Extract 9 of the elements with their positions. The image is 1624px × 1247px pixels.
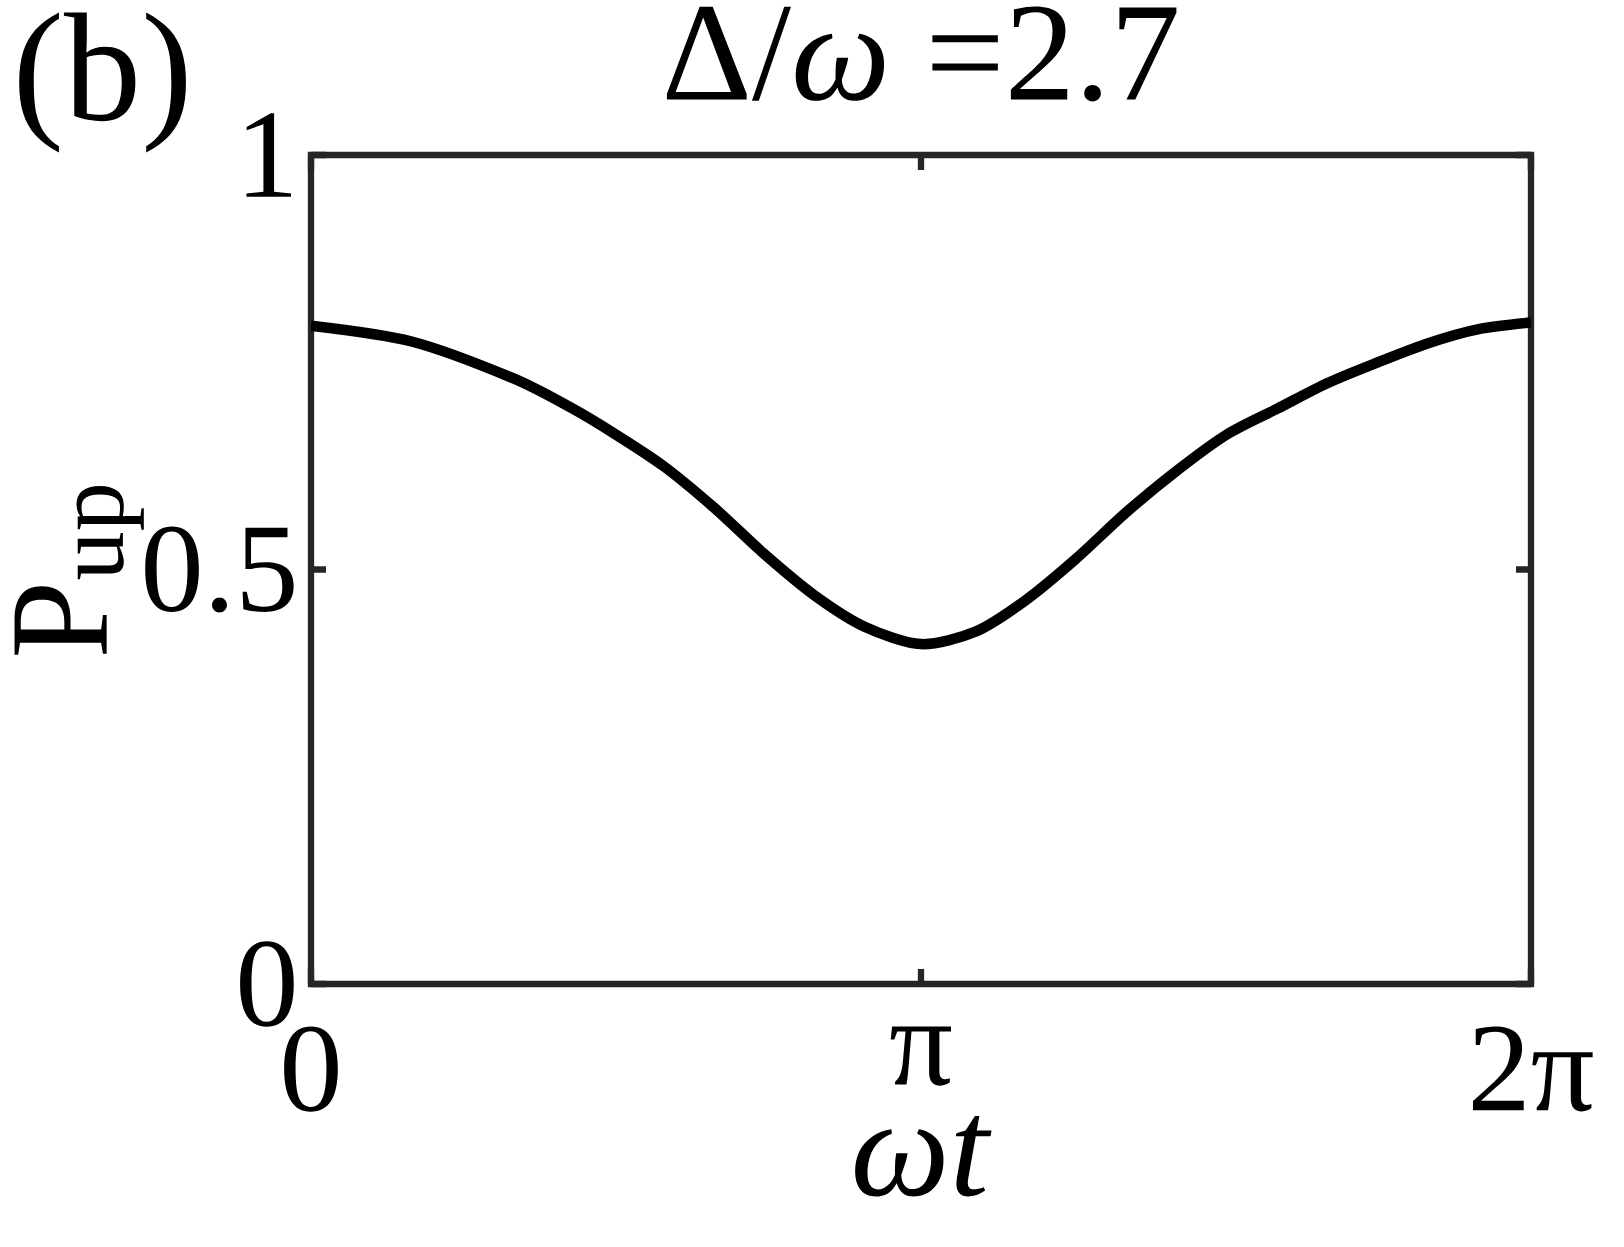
x-tick-label: 2π (1472, 1026, 1593, 1112)
y-tick-label: 0.5 (145, 526, 294, 613)
y-tick-label: 1 (246, 113, 291, 197)
y-axis-title: P$_{up}$ (14, 485, 144, 655)
y-tick-label: 0 (240, 941, 294, 1027)
chart-title: Δ/ω =2.7 (666, 6, 1177, 102)
x-tick-label: π (890, 1026, 952, 1086)
x-axis-title: ωt (855, 1115, 992, 1197)
text: (b) (19, 12, 186, 153)
